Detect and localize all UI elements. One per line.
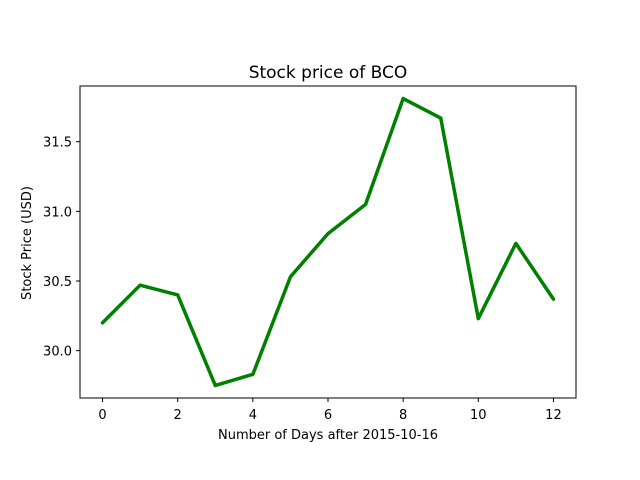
y-tick-label: 31.0 xyxy=(43,205,72,220)
data-point xyxy=(176,293,180,297)
data-point xyxy=(101,321,105,325)
y-axis-label: Stock Price (USD) xyxy=(20,186,35,300)
x-tick-label: 4 xyxy=(249,408,257,423)
x-tick-label: 0 xyxy=(98,408,106,423)
data-points xyxy=(101,97,555,387)
x-tick-label: 2 xyxy=(174,408,182,423)
data-point xyxy=(476,317,480,321)
data-point xyxy=(251,372,255,376)
x-tick-label: 6 xyxy=(324,408,332,423)
x-axis-label: Number of Days after 2015-10-16 xyxy=(218,428,438,443)
y-axis: 30.0 30.5 31.0 31.5 xyxy=(43,136,80,360)
x-tick-label: 10 xyxy=(470,408,487,423)
data-point xyxy=(288,275,292,279)
data-point xyxy=(138,283,142,287)
data-point xyxy=(401,97,405,101)
y-tick-label: 31.5 xyxy=(43,136,72,151)
x-tick-label: 12 xyxy=(545,408,562,423)
x-tick-label: 8 xyxy=(399,408,407,423)
data-point xyxy=(213,383,217,387)
data-point xyxy=(439,116,443,120)
chart-title: Stock price of BCO xyxy=(249,63,408,83)
x-axis: 0 2 4 6 8 10 12 xyxy=(98,398,562,423)
data-point xyxy=(514,241,518,245)
y-tick-label: 30.5 xyxy=(43,275,72,290)
data-point xyxy=(551,297,555,301)
data-point xyxy=(364,202,368,206)
y-tick-label: 30.0 xyxy=(43,345,72,360)
data-point xyxy=(326,232,330,236)
